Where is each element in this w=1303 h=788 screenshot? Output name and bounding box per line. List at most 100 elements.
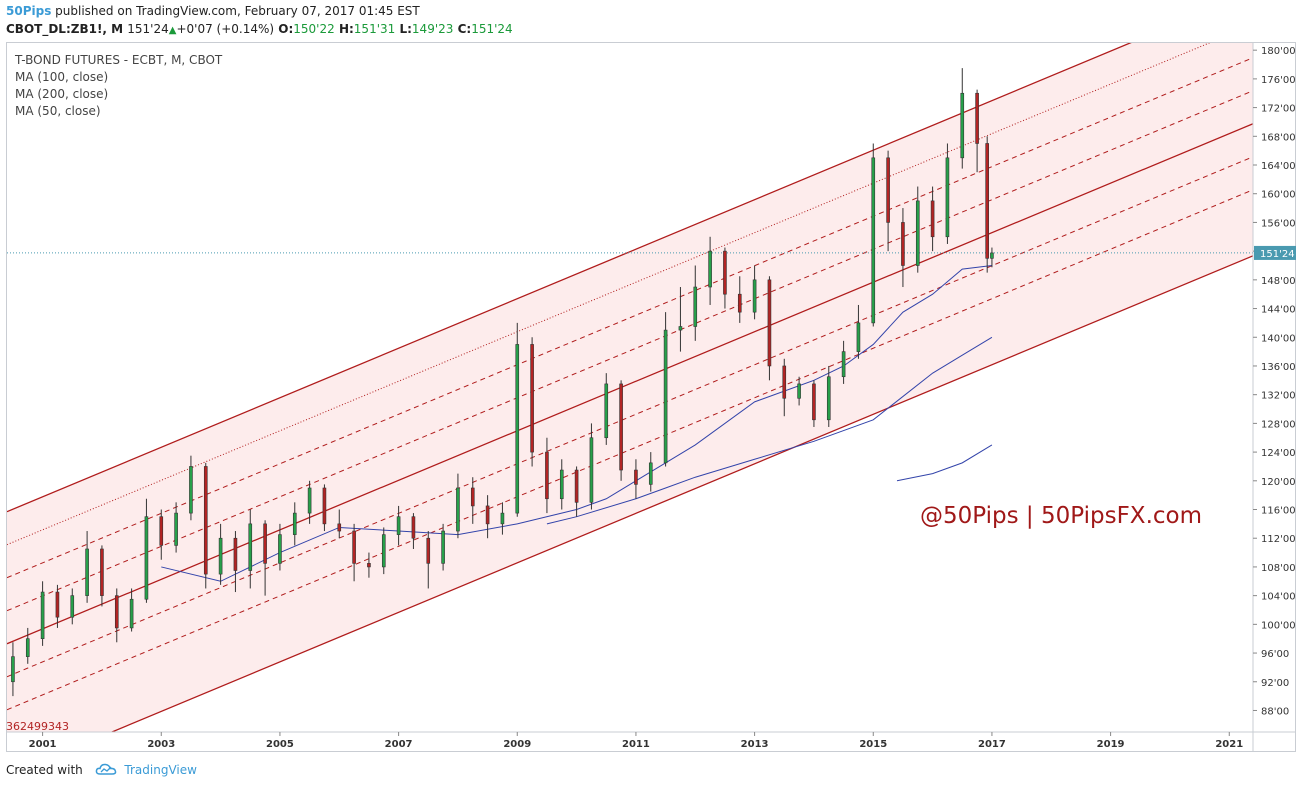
candle[interactable] bbox=[841, 340, 846, 384]
candle[interactable] bbox=[85, 531, 89, 603]
candle[interactable] bbox=[426, 531, 431, 589]
candle[interactable] bbox=[144, 498, 149, 603]
candle[interactable] bbox=[129, 588, 134, 632]
candle[interactable] bbox=[322, 484, 327, 532]
candle-body bbox=[604, 383, 609, 439]
candle-body bbox=[159, 516, 164, 546]
created-with-label: Created with bbox=[6, 763, 83, 777]
legend-ma100[interactable]: MA (100, close) bbox=[15, 70, 109, 84]
candle-body bbox=[871, 157, 876, 324]
candle[interactable] bbox=[411, 513, 416, 549]
candle[interactable] bbox=[485, 495, 490, 539]
candle[interactable] bbox=[396, 505, 401, 546]
channel-line-dashed[interactable] bbox=[7, 156, 1253, 678]
y-tick-label: 180'00 bbox=[1261, 46, 1296, 57]
candle[interactable] bbox=[515, 322, 520, 517]
candle[interactable] bbox=[11, 642, 15, 697]
candle[interactable] bbox=[960, 68, 965, 169]
candle[interactable] bbox=[945, 143, 950, 244]
candle[interactable] bbox=[218, 523, 223, 585]
candle[interactable] bbox=[930, 186, 935, 252]
channel-line-solid[interactable] bbox=[7, 0, 1253, 513]
candle[interactable] bbox=[174, 502, 178, 553]
candle[interactable] bbox=[990, 247, 994, 268]
candle[interactable] bbox=[767, 276, 772, 381]
candle[interactable] bbox=[678, 287, 683, 352]
candle[interactable] bbox=[263, 520, 267, 596]
candle-body bbox=[589, 437, 594, 503]
channel-line-dashed[interactable] bbox=[7, 57, 1253, 579]
candle-body bbox=[218, 537, 223, 575]
candle[interactable] bbox=[381, 527, 386, 575]
candle[interactable] bbox=[100, 545, 104, 607]
channel-line-dashed[interactable] bbox=[7, 90, 1253, 612]
legend-ma200[interactable]: MA (200, close) bbox=[15, 87, 109, 101]
candle[interactable] bbox=[737, 276, 742, 323]
tradingview-link[interactable]: TradingView bbox=[124, 763, 197, 777]
channel-line-solid[interactable] bbox=[7, 255, 1253, 776]
high-value: 151'31 bbox=[353, 22, 396, 36]
candle[interactable] bbox=[248, 509, 253, 589]
candle[interactable] bbox=[500, 502, 505, 535]
candle[interactable] bbox=[797, 376, 801, 406]
candle[interactable] bbox=[189, 455, 193, 521]
candle[interactable] bbox=[812, 380, 816, 427]
candle[interactable] bbox=[55, 584, 60, 628]
x-tick-label: 2021 bbox=[1215, 739, 1243, 750]
candle[interactable] bbox=[589, 423, 594, 510]
brand-link[interactable]: 50Pips bbox=[6, 4, 52, 18]
candle[interactable] bbox=[856, 304, 861, 359]
candle[interactable] bbox=[985, 136, 989, 273]
candle[interactable] bbox=[559, 459, 564, 510]
legend-ma50[interactable]: MA (50, close) bbox=[15, 104, 101, 118]
candle[interactable] bbox=[826, 365, 831, 427]
candle[interactable] bbox=[634, 459, 638, 499]
candle[interactable] bbox=[752, 265, 757, 320]
candle[interactable] bbox=[723, 247, 727, 309]
y-tick-label: 172'00 bbox=[1261, 104, 1296, 115]
candle[interactable] bbox=[604, 373, 609, 445]
candle[interactable] bbox=[278, 523, 282, 571]
candle[interactable] bbox=[292, 502, 297, 546]
candle[interactable] bbox=[648, 452, 653, 492]
candle[interactable] bbox=[203, 462, 208, 589]
candle[interactable] bbox=[470, 477, 475, 524]
candle[interactable] bbox=[782, 358, 787, 417]
channel-line-solid[interactable] bbox=[7, 123, 1253, 645]
candle[interactable] bbox=[886, 150, 890, 252]
chart-frame[interactable] bbox=[6, 42, 1296, 752]
candle[interactable] bbox=[915, 186, 920, 273]
candle[interactable] bbox=[693, 265, 698, 341]
candle-body bbox=[278, 534, 282, 564]
candle[interactable] bbox=[337, 509, 342, 539]
candle[interactable] bbox=[619, 380, 623, 481]
candle[interactable] bbox=[352, 523, 356, 582]
y-tick-label: 88'00 bbox=[1261, 706, 1289, 717]
candle[interactable] bbox=[70, 588, 75, 625]
ma-line[interactable] bbox=[896, 444, 993, 482]
candle[interactable] bbox=[975, 89, 979, 173]
candle[interactable] bbox=[114, 588, 119, 643]
candle[interactable] bbox=[663, 312, 668, 467]
candle[interactable] bbox=[456, 473, 460, 539]
candle[interactable] bbox=[901, 208, 905, 288]
channel-line-dotted[interactable] bbox=[7, 25, 1253, 546]
x-tick-label: 2003 bbox=[147, 739, 175, 750]
candle[interactable] bbox=[574, 466, 579, 517]
candle[interactable] bbox=[530, 337, 534, 467]
candle[interactable] bbox=[307, 480, 312, 524]
channel-line-dashed[interactable] bbox=[7, 189, 1253, 711]
candle[interactable] bbox=[25, 627, 30, 664]
candle-body bbox=[990, 252, 994, 259]
candle[interactable] bbox=[367, 552, 371, 578]
candle[interactable] bbox=[441, 523, 445, 571]
close-label: C: bbox=[457, 22, 472, 36]
candle[interactable] bbox=[545, 437, 549, 514]
candle[interactable] bbox=[233, 531, 238, 593]
candle[interactable] bbox=[708, 236, 712, 305]
candle[interactable] bbox=[871, 143, 876, 327]
candle[interactable] bbox=[40, 581, 45, 646]
ma-line[interactable] bbox=[546, 336, 993, 525]
candle[interactable] bbox=[159, 509, 164, 560]
